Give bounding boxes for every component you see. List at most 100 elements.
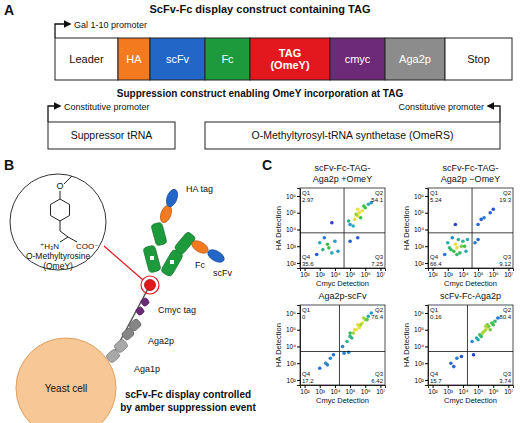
event-point: [326, 243, 330, 247]
tick: 10⁴: [286, 226, 300, 233]
tick-label: 10⁶: [286, 310, 296, 317]
tick-label: 10²: [287, 377, 297, 384]
axis-line: [429, 269, 514, 272]
scfv: [206, 247, 227, 265]
gate-horizontal: [300, 232, 385, 233]
box-label: Suppressor tRNA: [71, 129, 153, 141]
tick-mark: [297, 363, 300, 364]
tick-label: 10³: [316, 388, 326, 395]
atom-label: O: [56, 181, 63, 191]
tick: 10⁷: [504, 385, 514, 395]
tick-label: 10²: [300, 388, 310, 395]
tick-label: 10⁶: [361, 271, 371, 278]
panel-a: AScFv-Fc display construct containing TA…: [4, 2, 512, 149]
axis-line: [425, 306, 429, 386]
axis-line: [301, 269, 386, 272]
quadrant-value: 19.3: [499, 197, 511, 203]
x-axis: 10²10³10⁴10⁵10⁶10⁷: [428, 268, 514, 278]
event-point: [330, 251, 334, 255]
x-axis: 10²10³10⁴10⁵10⁶10⁷: [428, 385, 514, 395]
y-axis-title: HA Detection: [274, 206, 283, 250]
event-point: [321, 248, 325, 252]
tick-label: 10⁵: [346, 388, 356, 395]
panel-label: A: [4, 2, 14, 18]
x-axis: 10²10³10⁴10⁵10⁶10⁷: [300, 385, 386, 395]
tick: 10²: [287, 260, 300, 267]
tick-label: 10³: [444, 271, 454, 278]
plot-data: [300, 305, 385, 385]
promoter-label: Constitutive promoter: [398, 102, 484, 112]
tick: 10⁴: [458, 385, 468, 395]
part-label: HA tag: [186, 184, 213, 194]
tick-mark: [425, 330, 428, 331]
tick-label: 10⁴: [414, 343, 424, 350]
event-point: [466, 238, 470, 242]
axis-line: [301, 386, 386, 389]
y-axis: 10²10³10⁴10⁵10⁶: [286, 189, 301, 269]
tick-label: 10⁵: [346, 271, 356, 278]
quadrant-value: 0.16: [430, 314, 442, 320]
flow-plot: scFv-Fc-Aga2p10²10³10⁴10⁵10⁶10⁷10²10³10⁴…: [402, 291, 514, 405]
promoter-label: Gal 1-10 promoter: [74, 20, 147, 30]
benzene-ring: [50, 199, 69, 221]
construct-segment: [205, 38, 250, 80]
tick-mark: [297, 330, 300, 331]
tick-mark: [297, 229, 300, 230]
quadrant-name: Q3: [503, 371, 512, 377]
tick: 10⁶: [286, 310, 300, 317]
quadrant-value: 76.4: [371, 314, 383, 320]
tick: 10⁴: [414, 343, 428, 350]
tick-label: 10⁴: [458, 388, 468, 395]
tick-label: 10³: [444, 388, 454, 395]
y-axis-title: HA Detection: [402, 323, 411, 367]
tick: 10²: [415, 377, 428, 384]
cmyc-tag: [140, 297, 150, 307]
event-point: [454, 223, 458, 227]
construct-segment: [150, 38, 205, 80]
event-point: [451, 236, 455, 240]
plot-data: [428, 305, 513, 385]
event-point: [491, 208, 495, 212]
ha-tag: [158, 204, 174, 224]
promoter-arrow: [55, 24, 70, 38]
segment-label: cmyc: [345, 53, 371, 65]
quadrant-name: Q3: [375, 254, 384, 260]
event-point: [460, 355, 464, 359]
plot-title: Aga2p −OmeY: [441, 174, 500, 184]
tick-label: 10⁶: [489, 271, 499, 278]
construct-segment: [118, 38, 150, 80]
tether: [110, 285, 150, 360]
event-point: [455, 253, 459, 257]
event-point: [476, 238, 480, 242]
event-point: [351, 331, 355, 335]
y-axis-title: HA Detection: [274, 323, 283, 367]
tick-label: 10⁷: [376, 271, 386, 278]
plot-frame: [300, 305, 385, 385]
event-point: [443, 253, 447, 257]
tick-label: 10⁷: [376, 388, 386, 395]
tick-label: 10⁵: [414, 209, 424, 216]
omey-site: [145, 280, 156, 291]
construct-segment: [55, 38, 118, 80]
tick: 10³: [287, 243, 300, 250]
plot-title: scFv-Fc-Aga2p: [440, 291, 501, 301]
event-point: [491, 323, 495, 327]
tick: 10⁶: [286, 193, 300, 200]
tick: 10²: [300, 385, 310, 395]
tick: 10⁵: [414, 209, 428, 216]
event-point: [329, 356, 333, 360]
segment-label: HA: [126, 53, 142, 65]
plot-data: [428, 188, 513, 268]
tick-mark: [425, 246, 428, 247]
plot-title: Aga2p-scFv: [318, 291, 367, 301]
molecule-label: (OmeY): [43, 261, 73, 271]
panel-c: CscFv-Fc-TAG-Aga2p +OmeY10²10³10⁴10⁵10⁶1…: [262, 157, 514, 405]
tick-mark: [297, 246, 300, 247]
quadrant-name: Q1: [430, 307, 439, 313]
event-point: [452, 249, 456, 253]
pointer-line: [104, 246, 143, 280]
tick-label: 10³: [415, 360, 425, 367]
event-point: [315, 253, 319, 257]
construct-segment: [445, 38, 512, 80]
event-point: [336, 249, 340, 253]
